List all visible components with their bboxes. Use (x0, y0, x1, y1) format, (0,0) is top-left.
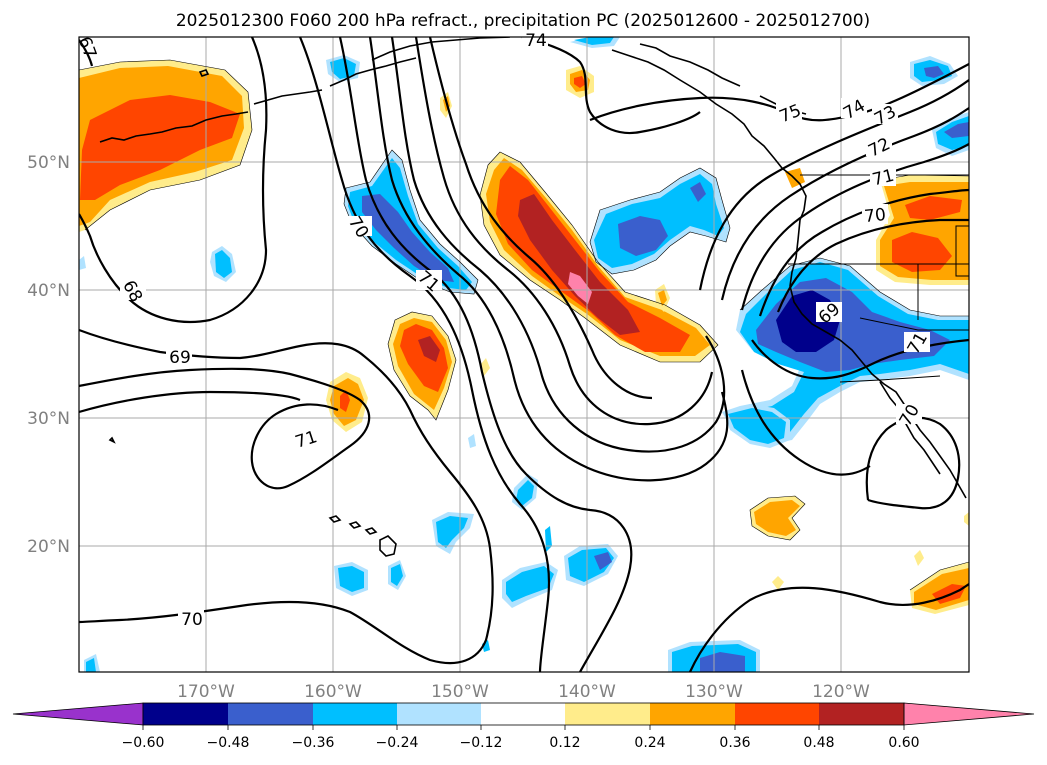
map-frame (78, 36, 970, 673)
lat-label: 40°N (27, 281, 70, 301)
colorbar-tick-label: −0.24 (376, 735, 419, 751)
colorbar-tick-label: 0.60 (888, 735, 919, 751)
coastlines (99, 37, 967, 557)
lon-label: 170°W (177, 682, 235, 702)
lat-label: 20°N (27, 537, 70, 557)
lon-label: 160°W (304, 682, 362, 702)
pos-anomaly-central (480, 152, 718, 362)
colorbar-tick-label: 0.48 (803, 735, 834, 751)
map-panel: 74 75 74 73 72 71 70 70 71 68 69 71 (74, 31, 970, 673)
colorbar-tick-label: 0.12 (549, 735, 580, 751)
colorbar-tick-label: −0.36 (292, 735, 335, 751)
colorbar-extend-min (12, 702, 144, 726)
pos-anomaly-nw (79, 60, 252, 232)
lat-label: 30°N (27, 409, 70, 429)
colorbar-bin (481, 703, 565, 725)
colorbar-tick-label: −0.60 (122, 735, 165, 751)
colorbar-bin (228, 703, 313, 725)
colorbar-bin (397, 703, 481, 725)
colorbar-tick-label: −0.12 (460, 735, 503, 751)
neg-anomaly-central-ne (570, 37, 730, 274)
figure-title: 2025012300 F060 200 hPa refract., precip… (176, 11, 870, 31)
contour-label: 74 (525, 31, 547, 51)
colorbar-bin (819, 703, 904, 725)
contour-label: 69 (169, 348, 191, 368)
colorbar-bin (313, 703, 397, 725)
colorbar-tick-label: 0.36 (719, 735, 750, 751)
colorbar-extend-max (903, 702, 1035, 726)
lon-label: 140°W (558, 682, 616, 702)
colorbar-bin (650, 703, 735, 725)
colorbar: −0.60 −0.48 −0.36 −0.24 −0.12 0.12 0.24 … (12, 702, 1035, 751)
contour-label: 70 (181, 610, 203, 630)
colorbar-bin (143, 703, 228, 725)
lon-label: 130°W (685, 682, 743, 702)
precip-outlines (79, 59, 969, 591)
pos-anomaly-east (750, 168, 969, 614)
lat-labels: 50°N 40°N 30°N 20°N (27, 153, 70, 557)
lat-label: 50°N (27, 153, 70, 173)
lon-label: 120°W (812, 682, 870, 702)
contour-label: 70 (863, 205, 887, 227)
graticule (79, 37, 969, 672)
colorbar-bin (565, 703, 650, 725)
colorbar-tick-label: −0.48 (207, 735, 250, 751)
colorbar-bin (735, 703, 819, 725)
lon-label: 150°W (431, 682, 489, 702)
colorbar-tick-label: 0.24 (634, 735, 665, 751)
lon-labels: 170°W 160°W 150°W 140°W 130°W 120°W (177, 682, 870, 702)
